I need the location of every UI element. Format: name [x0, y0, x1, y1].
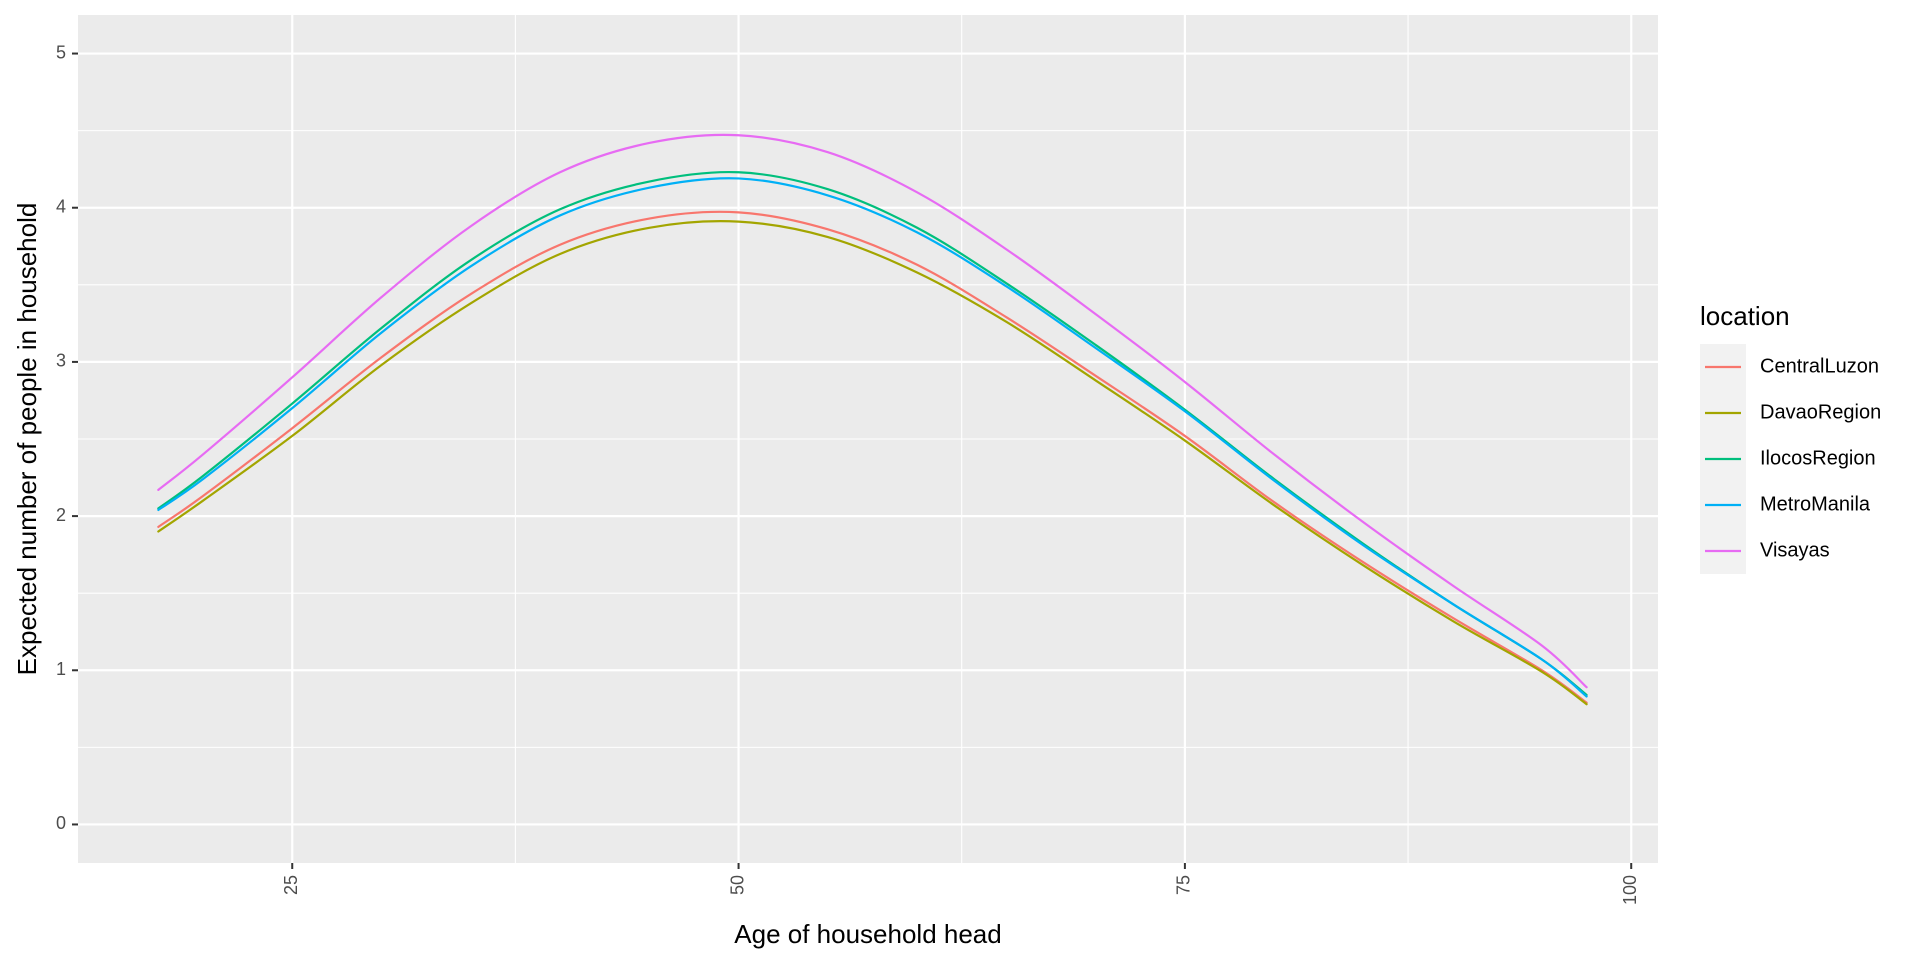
- y-axis-title: Expected number of people in household: [12, 203, 42, 676]
- legend-label-centralluzon: CentralLuzon: [1760, 355, 1879, 377]
- series-line-ilocosregion: [157, 170, 1588, 697]
- series-line-davaoregion: [157, 220, 1588, 706]
- legend-label-ilocosregion: IlocosRegion: [1760, 447, 1876, 469]
- y-tick-label: 3: [56, 351, 66, 371]
- legend: location CentralLuzon DavaoRegion IlocosRe…: [1700, 301, 1881, 574]
- x-tick-label: 100: [1620, 875, 1640, 905]
- y-tick-label: 5: [56, 42, 66, 62]
- minor-gridlines: [78, 15, 1658, 863]
- legend-label-metromanila: MetroManila: [1760, 493, 1871, 515]
- series-line-visayas: [157, 133, 1588, 689]
- x-tick-label: 25: [281, 875, 301, 895]
- series-lines: [157, 133, 1588, 706]
- x-tick-label: 75: [1174, 875, 1194, 895]
- legend-label-visayas: Visayas: [1760, 539, 1830, 561]
- series-line-metromanila: [157, 177, 1588, 698]
- series-line-centralluzon: [157, 210, 1588, 704]
- y-tick-label: 0: [56, 813, 66, 833]
- legend-label-davaoregion: DavaoRegion: [1760, 401, 1881, 423]
- x-axis-title: Age of household head: [734, 919, 1001, 949]
- y-tick-label: 4: [56, 196, 66, 216]
- y-tick-label: 2: [56, 505, 66, 525]
- y-tick-label: 1: [56, 659, 66, 679]
- axis-ticks: [72, 52, 1633, 869]
- x-tick-label: 50: [727, 875, 747, 895]
- legend-title: location: [1700, 301, 1790, 331]
- tick-labels: 25 50 75 100 0 1 2 3 4 5: [56, 42, 1640, 905]
